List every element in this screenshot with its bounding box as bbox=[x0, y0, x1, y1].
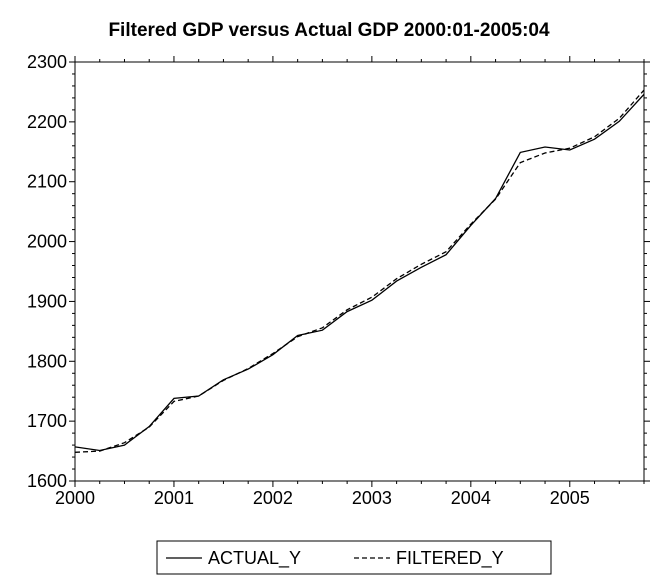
y-tick-label: 2300 bbox=[27, 52, 67, 72]
x-axis: 2000 2001 2002 2003 2004 2005 bbox=[55, 56, 645, 508]
y-tick-label: 2200 bbox=[27, 112, 67, 132]
x-tick-label: 2000 bbox=[55, 488, 95, 508]
y-tick-label: 1700 bbox=[27, 411, 67, 431]
chart-title: Filtered GDP versus Actual GDP 2000:01-2… bbox=[108, 20, 550, 41]
plot-frame bbox=[74, 61, 645, 482]
legend-label: FILTERED_Y bbox=[396, 548, 504, 569]
legend-label: ACTUAL_Y bbox=[208, 548, 301, 569]
x-tick-label: 2002 bbox=[253, 488, 293, 508]
y-axis: 1600 1700 1800 1900 2000 2100 2200 2300 bbox=[27, 52, 650, 491]
y-tick-label: 1900 bbox=[27, 291, 67, 311]
series-line-filtered-y bbox=[74, 89, 645, 453]
legend: ACTUAL_Y FILTERED_Y bbox=[156, 540, 552, 575]
y-tick-label: 2100 bbox=[27, 172, 67, 192]
y-tick-label: 1800 bbox=[27, 351, 67, 371]
x-tick-label: 2003 bbox=[352, 488, 392, 508]
y-tick-label: 2000 bbox=[27, 232, 67, 252]
x-tick-label: 2001 bbox=[154, 488, 194, 508]
y-tick-label: 1600 bbox=[27, 471, 67, 491]
x-tick-label: 2005 bbox=[550, 488, 590, 508]
x-tick-label: 2004 bbox=[451, 488, 491, 508]
series-layer bbox=[74, 89, 645, 453]
series-line-actual-y bbox=[74, 93, 645, 452]
